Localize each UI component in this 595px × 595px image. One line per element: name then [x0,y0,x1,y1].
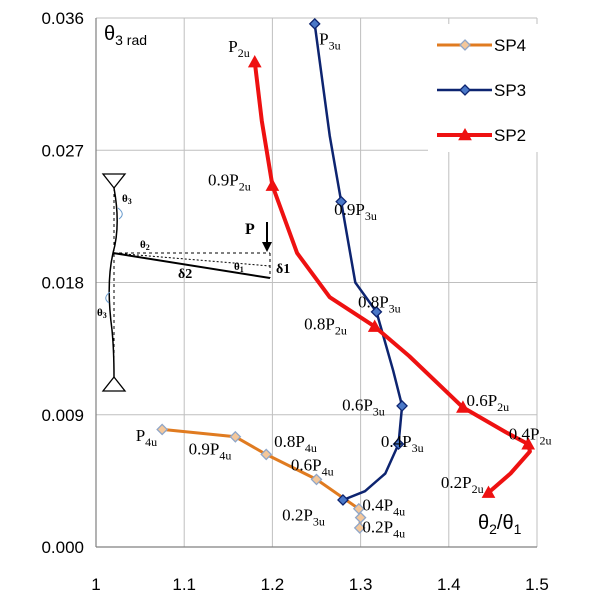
marker-sp3 [335,195,348,208]
annotation-label: 0.8P2u [304,315,347,338]
marker-sp3 [370,305,383,318]
annotation-label: P3u [319,29,340,52]
annotation-label: 0.6P4u [291,456,334,479]
marker-sp2 [521,437,536,450]
annotation-label: 0.2P2u [441,473,484,496]
y-tick-label: 0.009 [41,406,84,425]
top-support-icon [101,173,127,190]
series-markers [156,17,536,534]
inset-load-label: P [245,221,255,238]
legend: SP4 SP3 SP2 [428,24,548,152]
theta3-bottom-arc [105,291,111,304]
marker-sp4 [310,473,323,486]
deformed-column [108,187,118,378]
annotation-label: 0.9P2u [208,171,251,194]
legend-label-sp4: SP4 [494,36,526,55]
annotation-label: P4u [136,426,157,449]
inset-delta1-label: δ1 [276,262,290,277]
marker-sp3 [392,438,405,451]
beam-deformed [112,252,271,279]
inset-theta3-top-label: θ3 [122,193,132,206]
legend-label-sp3: SP3 [494,81,526,100]
x-tick-labels: 1 1.1 1.2 1.3 1.4 1.5 [91,575,549,594]
marker-sp4 [354,511,367,524]
x-tick-label: 1.1 [172,575,196,594]
marker-sp4 [229,430,242,443]
x-tick-label: 1.2 [261,575,285,594]
inset-theta1-label: θ1 [234,261,244,274]
legend-marker-sp2 [458,127,472,141]
x-tick-label: 1.3 [349,575,373,594]
marker-sp4 [260,448,273,461]
annotation-label: 0.2P3u [282,506,325,529]
annotation-label: 0.9P3u [334,200,377,223]
marker-sp2 [265,178,280,191]
marker-sp2 [367,319,382,332]
annotation-label: P2u [228,37,249,60]
x-axis-label: θ2/θ1 [478,512,522,537]
y-tick-label: 0.036 [41,9,84,28]
legend-box [428,24,548,152]
marker-sp2 [456,400,470,413]
annotation-label: 0.6P2u [466,391,509,414]
y-tick-label: 0.018 [41,274,84,293]
legend-marker-sp3 [459,84,471,96]
inset-delta2-label: δ2 [178,267,192,282]
marker-sp3 [337,494,349,506]
load-arrowhead-icon [262,242,272,252]
theta3-top-arc [117,207,123,220]
marker-sp3 [308,17,321,30]
series-line-sp3 [313,23,404,502]
legend-marker-sp4 [459,39,471,51]
inset-theta2-label: θ2 [140,239,150,252]
marker-sp3 [396,400,408,412]
marker-sp2 [481,485,496,498]
y-tick-labels: 0.000 0.009 0.018 0.027 0.036 [41,9,84,557]
x-tick-label: 1.4 [437,575,461,594]
annotation-label: 0.9P4u [189,439,232,462]
axes [95,18,537,548]
annotation-label: 0.8P4u [274,432,317,455]
marker-sp4 [353,521,366,534]
x-tick-label: 1.5 [525,575,549,594]
y-tick-label: 0.000 [41,538,84,557]
annotation-label: 0.2P4u [362,517,405,540]
legend-label-sp2: SP2 [494,126,526,145]
specimen-schematic [101,173,272,392]
y-tick-label: 0.027 [41,141,84,160]
annotation-label: 0.4P3u [381,432,424,455]
beam-chord [112,252,271,267]
bottom-support-icon [101,375,127,392]
marker-sp4 [156,423,169,436]
inset-theta3-bottom-label: θ3 [97,307,107,320]
annotation-label: 0.4P4u [362,495,405,518]
marker-sp2 [247,55,262,68]
x-tick-label: 1 [91,575,100,594]
y-axis-label: θ3 rad [104,23,147,48]
